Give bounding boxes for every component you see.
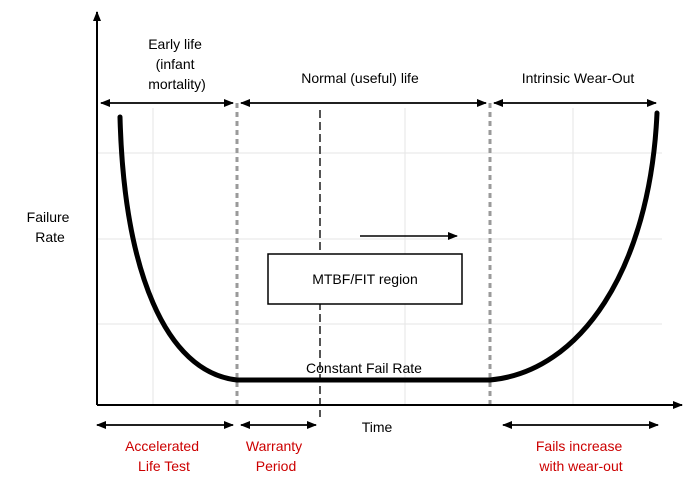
x-axis-label: Time	[362, 419, 393, 435]
grid	[97, 108, 662, 405]
early-life-label: Early life (infant mortality)	[148, 36, 206, 92]
mtbf-region-label: MTBF/FIT region	[312, 271, 418, 287]
bathtub-curve	[117, 110, 660, 383]
normal-life-label: Normal (useful) life	[301, 70, 419, 86]
constant-fail-rate-label: Constant Fail Rate	[306, 360, 422, 376]
fails-increase-label: Fails increase with wear-out	[536, 438, 626, 474]
accelerated-life-test-label: Accelerated Life Test	[125, 438, 203, 474]
y-axis-label: Failure Rate	[27, 209, 74, 245]
mtbf-region-box	[267, 253, 463, 305]
warranty-period-label: Warranty Period	[246, 438, 306, 474]
wear-out-label: Intrinsic Wear-Out	[522, 70, 635, 86]
